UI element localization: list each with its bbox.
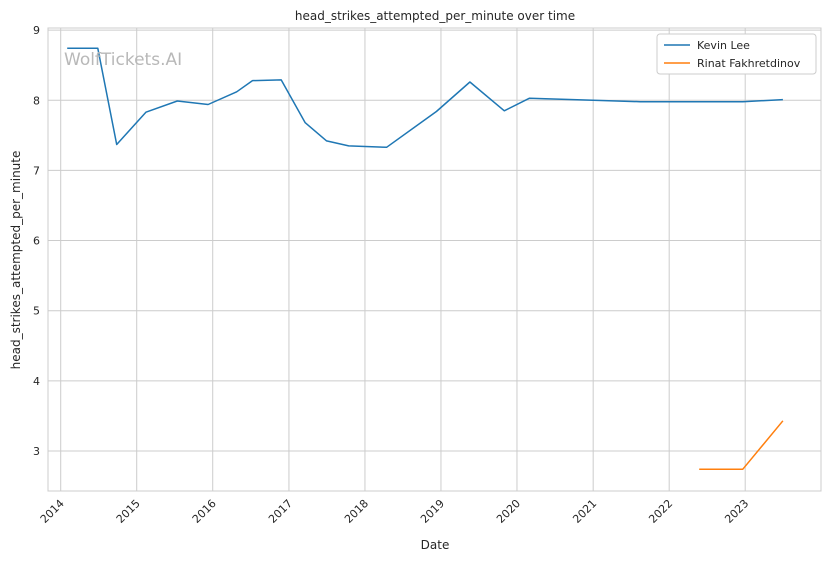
y-tick-label: 9 bbox=[33, 24, 40, 37]
x-axis-label: Date bbox=[421, 538, 450, 552]
legend-box bbox=[656, 33, 817, 75]
x-gridlines bbox=[60, 28, 746, 491]
plot-frame bbox=[47, 27, 822, 492]
legend-label-kevin-lee: Kevin Lee bbox=[697, 39, 750, 52]
series-line-kevin-lee bbox=[67, 47, 783, 149]
y-tick-label: 4 bbox=[33, 375, 40, 388]
legend-label-rinat-fakhretdinov: Rinat Fakhretdinov bbox=[697, 57, 801, 70]
y-tick-labels: 3 4 5 6 7 8 9 bbox=[33, 24, 40, 458]
plot-area bbox=[48, 28, 821, 491]
chart-title: head_strikes_attempted_per_minute over t… bbox=[295, 9, 575, 23]
legend: Kevin Lee Rinat Fakhretdinov bbox=[656, 33, 817, 75]
y-axis-label: head_strikes_attempted_per_minute bbox=[9, 151, 23, 370]
y-gridlines bbox=[48, 29, 821, 452]
y-tick-label: 7 bbox=[33, 164, 40, 177]
series-line-rinat-fakhretdinov bbox=[699, 420, 784, 471]
y-tick-label: 5 bbox=[33, 305, 40, 318]
y-tick-label: 8 bbox=[33, 94, 40, 107]
series-lines bbox=[67, 47, 784, 471]
watermark: WolfTickets.AI bbox=[64, 50, 182, 70]
y-tick-label: 6 bbox=[33, 235, 40, 248]
y-tick-label: 3 bbox=[33, 445, 40, 458]
